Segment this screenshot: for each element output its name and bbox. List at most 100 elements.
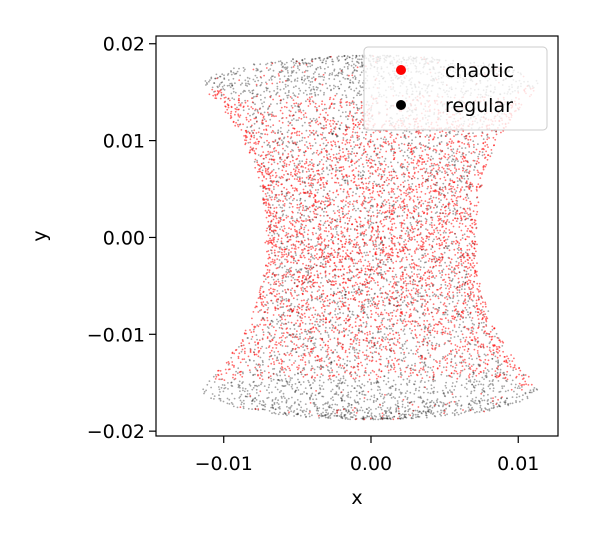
regular-point (323, 311, 326, 313)
regular-point (320, 281, 322, 284)
regular-point (443, 251, 446, 254)
chaotic-point (444, 212, 447, 215)
chaotic-point (262, 305, 265, 308)
regular-point (205, 81, 208, 84)
regular-point (358, 349, 361, 352)
regular-point (280, 225, 283, 228)
regular-point (230, 356, 233, 359)
chaotic-point (419, 247, 421, 250)
regular-point (388, 193, 391, 196)
chaotic-point (301, 280, 303, 282)
chaotic-point (300, 345, 303, 348)
regular-point (368, 287, 371, 289)
regular-point (446, 309, 449, 312)
chaotic-point (421, 158, 423, 160)
regular-point (372, 205, 374, 208)
regular-point (487, 393, 489, 396)
chaotic-point (391, 247, 393, 250)
chaotic-point (475, 148, 478, 151)
regular-point (325, 266, 327, 268)
chaotic-point (408, 198, 411, 201)
regular-point (251, 402, 253, 405)
regular-point (482, 313, 485, 316)
chaotic-point (287, 288, 290, 291)
chaotic-point (493, 144, 495, 147)
chaotic-point (331, 220, 334, 223)
regular-point (391, 176, 394, 179)
chaotic-point (328, 217, 331, 219)
chaotic-point (468, 286, 470, 289)
regular-point (261, 133, 264, 135)
regular-point (417, 212, 420, 214)
regular-point (380, 137, 382, 140)
regular-point (380, 173, 383, 176)
chaotic-point (319, 318, 322, 321)
regular-point (327, 378, 330, 381)
chaotic-point (282, 147, 284, 150)
regular-point (276, 318, 278, 321)
regular-point (345, 104, 348, 107)
chaotic-point (471, 222, 474, 225)
chaotic-point (323, 300, 326, 303)
regular-point (412, 352, 415, 355)
regular-point (314, 338, 317, 340)
chaotic-point (462, 310, 465, 313)
chaotic-point (352, 294, 354, 297)
chaotic-point (455, 370, 458, 373)
regular-point (481, 376, 484, 379)
chaotic-point (254, 306, 257, 309)
chaotic-point (352, 409, 354, 411)
chaotic-point (280, 362, 283, 365)
regular-point (485, 374, 488, 377)
regular-point (256, 69, 259, 72)
regular-point (402, 257, 404, 259)
chaotic-point (366, 290, 369, 293)
regular-point (351, 385, 353, 387)
chaotic-point (359, 143, 362, 146)
chaotic-point (237, 125, 240, 128)
regular-point (412, 413, 415, 416)
chaotic-point (426, 277, 429, 279)
regular-point (373, 180, 376, 183)
regular-point (482, 387, 485, 390)
regular-point (440, 373, 443, 376)
chaotic-point (263, 202, 265, 204)
chaotic-point (338, 258, 341, 261)
regular-point (283, 298, 286, 301)
chaotic-point (522, 377, 525, 380)
regular-point (247, 337, 249, 339)
regular-point (438, 306, 440, 309)
chaotic-point (405, 284, 408, 287)
regular-point (371, 345, 373, 348)
regular-point (446, 215, 449, 218)
regular-point (332, 132, 334, 135)
chaotic-point (279, 199, 282, 202)
regular-point (288, 381, 291, 383)
regular-point (408, 131, 411, 133)
chaotic-point (261, 179, 264, 182)
regular-point (451, 412, 454, 414)
regular-point (327, 173, 329, 176)
chaotic-point (243, 350, 246, 353)
regular-point (323, 91, 325, 94)
chaotic-point (384, 272, 387, 275)
chaotic-point (357, 268, 359, 271)
regular-point (299, 205, 302, 208)
regular-point (339, 149, 341, 152)
chaotic-point (467, 227, 469, 230)
chaotic-point (393, 222, 396, 225)
regular-point (286, 405, 288, 408)
regular-point (324, 200, 327, 203)
regular-point (294, 389, 297, 392)
regular-point (495, 360, 497, 363)
chaotic-point (428, 257, 431, 260)
regular-point (501, 387, 504, 390)
regular-point (419, 260, 422, 262)
chaotic-point (374, 163, 377, 166)
chaotic-point (476, 274, 478, 277)
regular-point (535, 388, 538, 390)
regular-point (347, 67, 349, 70)
regular-point (449, 268, 452, 271)
chaotic-point (300, 219, 303, 222)
chaotic-point (322, 127, 325, 130)
